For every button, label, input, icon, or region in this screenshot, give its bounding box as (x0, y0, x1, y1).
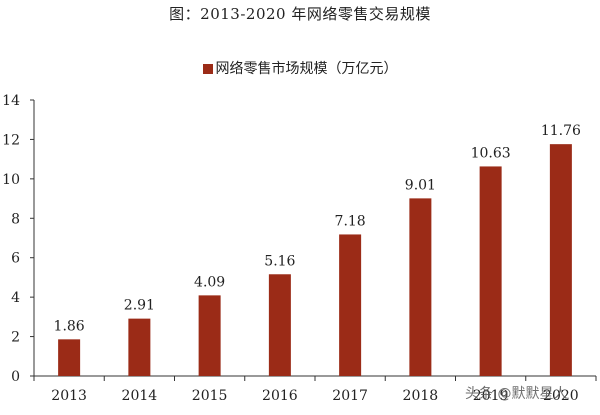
bar-value-label: 2.91 (124, 298, 155, 314)
x-tick-label: 2014 (122, 388, 158, 404)
bar (409, 198, 432, 376)
bar-value-label: 10.63 (471, 145, 511, 161)
x-tick-label: 2020 (543, 388, 579, 404)
bar (268, 274, 291, 376)
bar-value-label: 4.09 (194, 274, 225, 290)
y-tick-label: 12 (2, 132, 20, 148)
x-tick-label: 2016 (262, 388, 298, 404)
y-tick-label: 4 (11, 290, 20, 306)
y-tick-label: 6 (11, 251, 20, 267)
watermark: 头条 @默默星人 (465, 386, 568, 402)
legend: 网络零售市场规模（万亿元） (0, 58, 600, 78)
y-tick-label: 10 (2, 172, 20, 188)
y-tick-label: 0 (11, 369, 20, 385)
bar-value-label: 11.76 (541, 123, 581, 139)
legend-swatch (202, 64, 213, 74)
legend-label: 网络零售市场规模（万亿元） (215, 61, 398, 77)
bar-value-label: 7.18 (335, 213, 366, 229)
y-tick-label: 14 (2, 93, 20, 109)
x-tick-label: 2017 (332, 388, 368, 404)
bar-value-label: 9.01 (405, 177, 436, 193)
y-tick-label: 2 (11, 330, 20, 346)
chart-title: 图：2013-2020 年网络零售交易规模 (169, 5, 431, 23)
bar (198, 295, 221, 376)
x-tick-label: 2019 (473, 388, 509, 404)
bar (549, 144, 572, 376)
bar (58, 339, 81, 376)
x-tick-label: 2013 (51, 388, 87, 404)
bar (479, 166, 502, 376)
bar-value-label: 5.16 (264, 253, 295, 269)
bar (128, 318, 151, 376)
x-tick-label: 2018 (403, 388, 439, 404)
y-tick-label: 8 (11, 211, 20, 227)
bar (339, 234, 362, 376)
bar-value-label: 1.86 (54, 318, 85, 334)
x-tick-label: 2015 (192, 388, 228, 404)
